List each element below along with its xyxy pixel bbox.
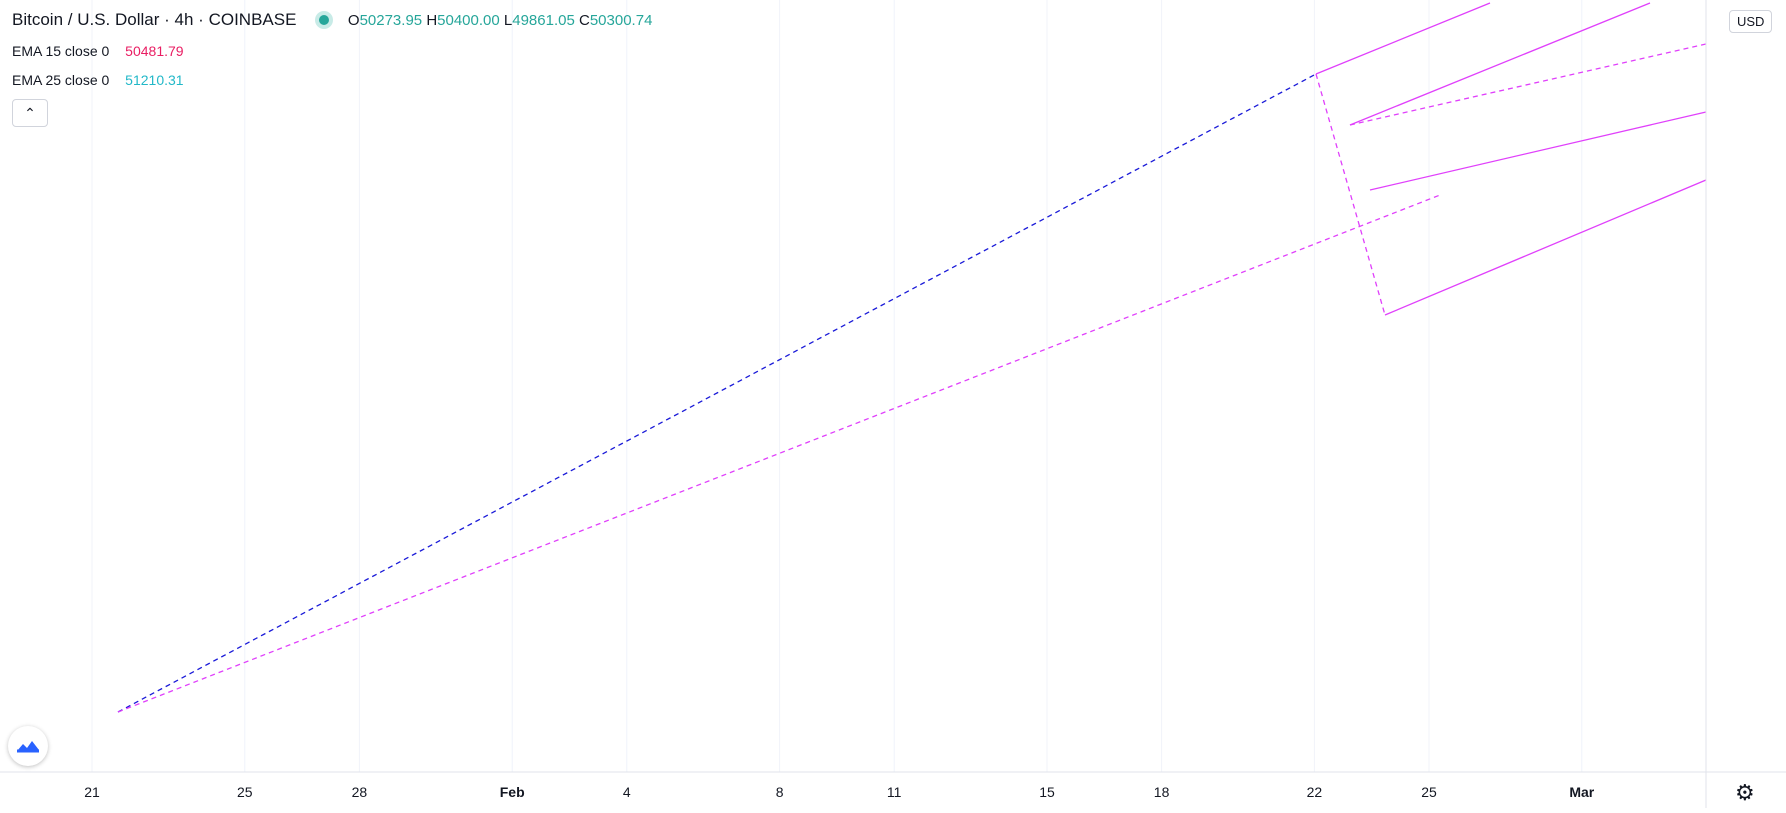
time-axis: 21 25 28 Feb 4 8 11 15 18 22 25 Mar (0, 771, 1786, 800)
grid (91, 0, 1583, 772)
ema15-legend[interactable]: EMA 15 close 0 50481.79 (12, 43, 184, 59)
channel-line[interactable] (1369, 111, 1707, 191)
exchange-label: COINBASE (208, 10, 297, 29)
time-tick-label: Mar (1569, 784, 1594, 800)
time-tick-label: 25 (1421, 784, 1437, 800)
price-axis-bg (1706, 0, 1786, 808)
cloud-icon (17, 741, 39, 753)
time-tick-label: 18 (1154, 784, 1170, 800)
pitchfork-drawing (117, 2, 1707, 713)
ema25-value: 51210.31 (125, 72, 184, 88)
interval-label[interactable]: 4h (174, 10, 194, 29)
time-tick-label: 4 (623, 784, 631, 800)
channel-line[interactable] (117, 194, 1441, 713)
chevron-up-icon: ⌃ (24, 104, 36, 121)
price-axis: 62000.0058000.0054000.0050000.0046000.00… (1705, 0, 1786, 808)
fib-trend-line[interactable] (117, 73, 1317, 713)
channel-line[interactable] (1315, 2, 1491, 75)
time-tick-label: 21 (84, 784, 100, 800)
channel-line[interactable] (1349, 43, 1707, 126)
time-tick-label: 25 (237, 784, 253, 800)
time-tick-label: 11 (887, 784, 902, 800)
currency-button[interactable]: USD (1729, 10, 1773, 33)
close-value: 50300.74 (589, 12, 653, 29)
ema25-label: EMA 25 close 0 (12, 72, 110, 88)
ohlc-values: O50273.95 H50400.00 L49861.05 C50300.74 (347, 12, 653, 29)
channel-line[interactable] (1349, 2, 1651, 126)
time-tick-label: 15 (1039, 784, 1055, 800)
collapse-legend-button[interactable]: ⌃ (12, 99, 48, 127)
symbol-name[interactable]: Bitcoin / U.S. Dollar (12, 10, 160, 29)
low-value: 49861.05 (512, 12, 575, 29)
channel-line[interactable] (1315, 73, 1386, 316)
gear-icon[interactable]: ⚙ (1735, 780, 1755, 805)
high-value: 50400.00 (437, 12, 500, 29)
ema15-label: EMA 15 close 0 (12, 43, 110, 59)
market-open-icon (319, 15, 330, 26)
open-value: 50273.95 (359, 12, 423, 29)
time-tick-label: 8 (776, 784, 784, 800)
time-tick-label: 28 (352, 784, 368, 800)
time-tick-label: Feb (500, 784, 525, 800)
ema15-value: 50481.79 (125, 43, 184, 59)
tradingview-logo[interactable] (8, 726, 48, 766)
time-tick-label: 22 (1307, 784, 1323, 800)
symbol-header: Bitcoin / U.S. Dollar · 4h · COINBASE O5… (12, 10, 653, 29)
channel-line[interactable] (1384, 179, 1707, 316)
ema25-legend[interactable]: EMA 25 close 0 51210.31 (12, 72, 184, 88)
